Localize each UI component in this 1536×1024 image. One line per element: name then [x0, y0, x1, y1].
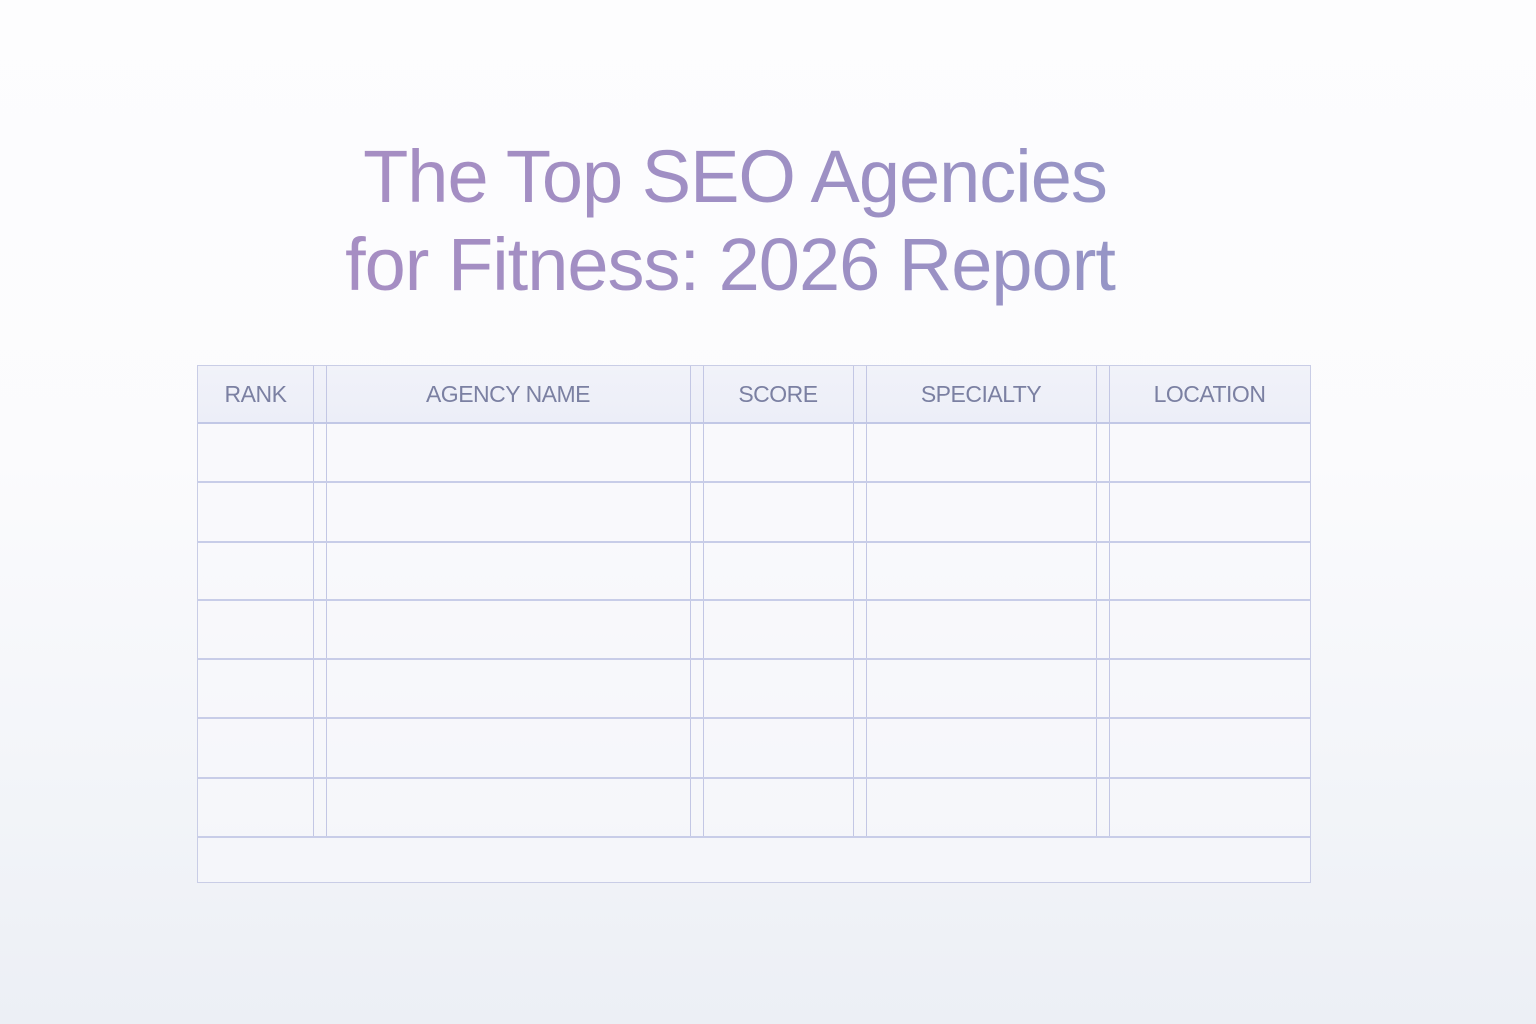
table-row-divider	[198, 481, 1310, 483]
column-divider	[690, 366, 691, 838]
column-header-agency-name: AGENCY NAME	[425, 381, 591, 407]
table-row-divider	[198, 717, 1310, 719]
table-row-divider	[198, 541, 1310, 543]
column-header-specialty: SPECIALTY	[920, 381, 1042, 407]
agency-ranking-table: RANK AGENCY NAME SCORE SPECIALTY LOCATIO…	[197, 365, 1311, 883]
column-divider	[326, 366, 327, 838]
column-divider	[313, 366, 314, 838]
column-divider	[853, 366, 854, 838]
report-title-line-2: for Fitness: 2026 Report	[0, 222, 1460, 307]
column-divider	[1109, 366, 1110, 838]
table-row-divider	[198, 658, 1310, 660]
report-title-line-1: The Top SEO Agencies	[0, 134, 1470, 219]
table-row-divider	[198, 836, 1310, 838]
column-divider	[703, 366, 704, 838]
table-row-divider	[198, 599, 1310, 601]
column-header-rank: RANK	[224, 381, 287, 407]
table-row-divider	[198, 777, 1310, 779]
column-divider	[866, 366, 867, 838]
column-header-location: LOCATION	[1153, 381, 1266, 407]
table-header: RANK AGENCY NAME SCORE SPECIALTY LOCATIO…	[198, 366, 1310, 424]
column-header-score: SCORE	[738, 381, 818, 407]
column-divider	[1096, 366, 1097, 838]
